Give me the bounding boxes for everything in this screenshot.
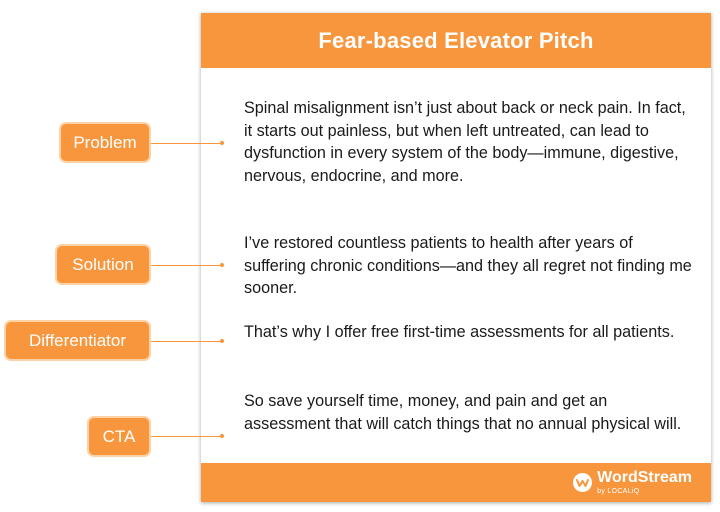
brand-sub: by LOCALiQ xyxy=(597,488,640,495)
pitch-card: Fear-based Elevator Pitch Spinal misalig… xyxy=(201,13,711,502)
solution-connector-dot xyxy=(220,263,224,267)
solution-label: Solution xyxy=(57,246,149,283)
differentiator-connector xyxy=(149,341,222,342)
card-title: Fear-based Elevator Pitch xyxy=(318,27,594,53)
brand-text: WordStream by LOCALiQ xyxy=(597,469,692,496)
cta-connector xyxy=(149,436,222,437)
problem-connector xyxy=(149,143,222,144)
wordstream-logo-icon xyxy=(573,473,593,492)
wordstream-logo-mark xyxy=(576,479,590,487)
differentiator-connector-dot xyxy=(220,339,224,343)
problem-label: Problem xyxy=(61,124,149,161)
problem-connector-dot xyxy=(220,141,224,145)
cta-text: So save yourself time, money, and pain a… xyxy=(244,392,682,433)
cta-label: CTA xyxy=(89,418,149,455)
cta-connector-dot xyxy=(220,434,224,438)
problem-text: Spinal misalignment isn’t just about bac… xyxy=(244,99,686,186)
brand-name: WordStream xyxy=(597,469,692,486)
solution-connector xyxy=(149,265,222,266)
wordstream-brand: WordStream by LOCALiQ xyxy=(573,470,692,495)
card-footer: WordStream by LOCALiQ xyxy=(201,463,711,502)
solution-text: I’ve restored countless patients to heal… xyxy=(244,234,692,298)
differentiator-label: Differentiator xyxy=(6,322,149,359)
card-header: Fear-based Elevator Pitch xyxy=(201,13,711,68)
differentiator-text: That’s why I offer free first-time asses… xyxy=(244,323,675,341)
